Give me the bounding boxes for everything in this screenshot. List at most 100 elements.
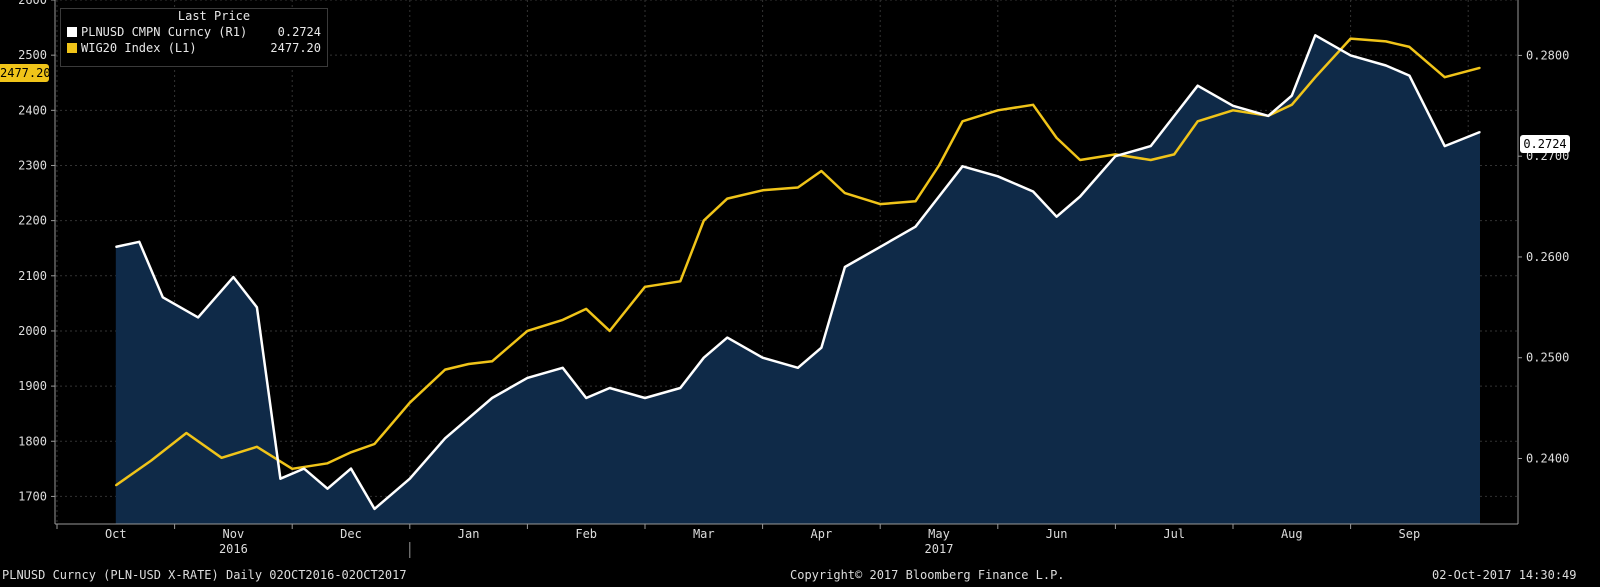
wig20-point [1032, 104, 1034, 106]
plnusd-point [467, 417, 470, 419]
wig20-point [1232, 109, 1234, 112]
plnusd-point [1149, 145, 1152, 147]
wig20-point [1349, 37, 1352, 40]
wig20-point [526, 330, 529, 332]
plnusd-point [1114, 155, 1117, 157]
plnusd-point [1055, 215, 1058, 218]
legend: Last Price PLNUSD CMPN Curncy (R1) 0.272… [60, 8, 328, 67]
plnusd-point [279, 477, 282, 480]
legend-row-plnusd[interactable]: PLNUSD CMPN Curncy (R1) 0.2724 [61, 24, 327, 40]
wig20-point [608, 330, 611, 332]
legend-value-plnusd: 0.2724 [277, 25, 321, 39]
plnusd-point [1267, 115, 1270, 117]
wig20-point [291, 468, 294, 470]
wig20-point [761, 189, 764, 192]
x-axis-tick-label: Jul [1163, 527, 1185, 541]
wig20-point [1408, 46, 1411, 48]
wig20-point [879, 203, 881, 205]
plnusd-point [608, 387, 611, 389]
wig20-point [797, 186, 799, 189]
left-axis-tick-label: 2300 [18, 158, 47, 172]
plnusd-point [491, 397, 493, 399]
plnusd-point [409, 477, 411, 480]
left-axis-tick-label: 2500 [18, 48, 47, 62]
x-axis-tick-label: Mar [693, 527, 715, 541]
wig20-line [115, 37, 1481, 487]
wig20-point [703, 219, 705, 222]
plnusd-point [644, 397, 646, 399]
legend-value-wig20: 2477.20 [270, 41, 321, 55]
wig20-point [256, 445, 258, 448]
wig20-point [326, 462, 329, 465]
x-axis-tick-label: Nov [223, 527, 245, 541]
plnusd-point [232, 276, 235, 278]
wig20-point [1079, 159, 1081, 161]
legend-row-wig20[interactable]: WIG20 Index (L1) 2477.20 [61, 40, 327, 56]
plnusd-point [961, 165, 964, 168]
wig20-point [373, 443, 376, 445]
plnusd-point [197, 316, 199, 319]
left-axis-tick-label: 1800 [18, 434, 47, 448]
left-axis-tick-label: 2000 [18, 324, 47, 338]
wig20-point [914, 200, 917, 203]
x-axis-tick-label: Apr [811, 527, 833, 541]
footer-security-info: PLNUSD Curncy (PLN-USD X-RATE) Daily 02O… [2, 568, 407, 582]
series-lines [115, 34, 1481, 511]
plnusd-line [115, 34, 1481, 511]
plnusd-point [350, 467, 352, 470]
wig20-point [1479, 67, 1481, 69]
plnusd-point [1079, 195, 1081, 198]
plnusd-point [1408, 74, 1411, 77]
plnusd-point [1173, 115, 1175, 117]
wig20-point [844, 192, 846, 194]
wig20-point [1055, 137, 1058, 139]
plnusd-point [115, 246, 117, 248]
wig20-point [1314, 76, 1317, 79]
right-axis-tick-label: 0.2400 [1526, 452, 1569, 466]
right-axis-tick-label: 0.2500 [1526, 351, 1569, 365]
plnusd-point [138, 241, 141, 243]
wig20-point [150, 459, 152, 462]
wig20-point [491, 360, 493, 363]
x-axis-tick-label: Feb [575, 527, 597, 541]
plnusd-point [373, 508, 376, 510]
legend-title: Last Price [177, 9, 251, 23]
wig20-point [585, 308, 587, 310]
plnusd-point [1196, 84, 1199, 87]
plnusd-point [1385, 64, 1387, 67]
wig20-point [1149, 159, 1152, 161]
plnusd-point [561, 367, 564, 369]
footer-copyright: Copyright© 2017 Bloomberg Finance L.P. [790, 568, 1065, 582]
plnusd-point [162, 296, 164, 299]
wig20-point [350, 451, 352, 454]
plnusd-point [256, 306, 258, 309]
wig20-point [1196, 120, 1199, 123]
wig20-point [409, 401, 411, 404]
plnusd-point [526, 377, 529, 379]
plnusd-point [1032, 190, 1034, 193]
plnusd-point [997, 175, 999, 178]
plnusd-point [761, 356, 764, 359]
wig20-point [1385, 40, 1387, 43]
right-axis-tick-label: 0.2800 [1526, 48, 1569, 62]
left-axis-tick-label: 2100 [18, 269, 47, 283]
left-axis-tick-label: 1700 [18, 489, 47, 503]
wig20-point [444, 368, 446, 371]
plnusd-point [844, 266, 846, 268]
plnusd-point [303, 467, 305, 470]
left-axis-tick-label: 1900 [18, 379, 47, 393]
wig20-point [220, 457, 223, 459]
x-axis-year-label: 2016 [219, 542, 248, 556]
wig20-point [726, 197, 729, 200]
plnusd-point [703, 356, 705, 359]
x-axis-tick-label: Oct [105, 527, 127, 541]
right-axis-last-value-badge: 0.2724 [1520, 135, 1570, 153]
wig20-point [1443, 76, 1446, 79]
plnusd-point [879, 246, 881, 248]
wig20-point [997, 109, 999, 112]
x-axis-tick-label: Jun [1046, 527, 1068, 541]
x-axis-year-label: 2017 [925, 542, 954, 556]
legend-swatch-plnusd [67, 27, 77, 37]
wig20-point [679, 280, 682, 283]
